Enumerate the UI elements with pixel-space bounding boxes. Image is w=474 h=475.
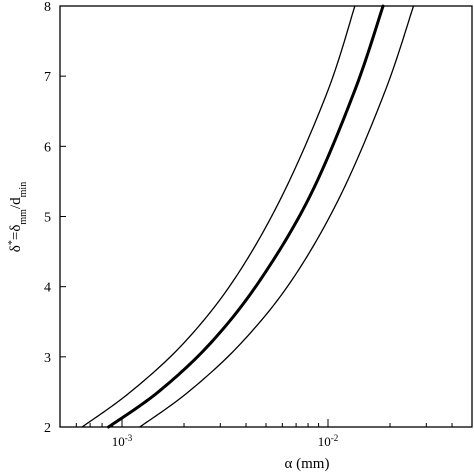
x-tick-label: 10-3 [112,433,133,449]
y-label-div: /d [8,197,24,209]
plot-frame [59,5,473,428]
series-line-3-thin [139,5,415,428]
y-label-base: δ [8,245,24,252]
y-label-sup: * [7,240,18,245]
series-line-1-thin [81,5,356,428]
y-tick-label: 4 [44,281,51,296]
x-axis-label: α (mm) [285,456,330,472]
y-label-eq: =δ [8,225,24,241]
y-tick-label: 3 [44,351,51,366]
x-tick-label: 10-2 [318,433,339,449]
axis-ticks: 2 3 4 5 6 7 8 10-3 10-2 [44,0,473,449]
y-tick-label: 6 [44,140,51,155]
y-label-sub1: mm [18,209,29,225]
y-tick-label: 2 [44,421,51,436]
y-tick-label: 8 [44,0,51,15]
series-curves [81,4,415,429]
y-tick-label: 5 [44,211,51,226]
y-label-sub2: min [18,182,29,198]
series-line-2-thick [107,4,385,429]
y-axis-label: δ*=δmm/dmin [7,182,29,252]
y-tick-label: 7 [44,70,51,85]
